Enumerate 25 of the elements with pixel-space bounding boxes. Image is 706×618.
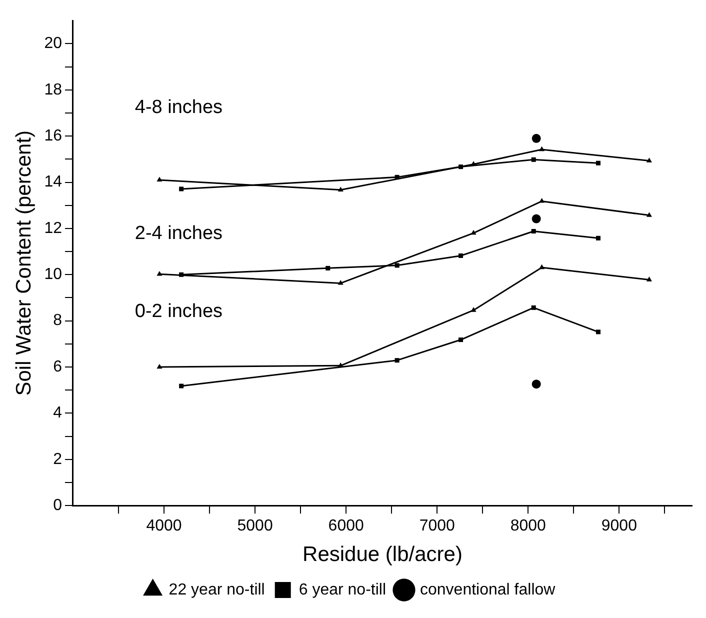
x-tick-label: 7000 (419, 518, 456, 535)
x-tick-label: 4000 (146, 518, 182, 535)
y-tick-label: 20 (44, 35, 62, 52)
x-tick-label: 9000 (601, 518, 638, 535)
x-axis-title: Residue (lb/acre) (302, 543, 462, 566)
legend-label: 22 year no-till (168, 581, 265, 598)
annotation: 2-4 inches (134, 223, 223, 244)
y-tick-label: 12 (44, 220, 62, 237)
x-tick-label: 6000 (328, 518, 364, 535)
y-tick-label: 0 (53, 497, 62, 514)
y-tick-label: 8 (53, 312, 62, 330)
y-tick-label: 18 (44, 81, 62, 98)
x-tick-label: 5000 (237, 518, 273, 535)
y-tick-label: 2 (53, 450, 62, 468)
x-tick-label: 8000 (510, 518, 546, 535)
annotation: 0-2 inches (134, 300, 223, 322)
y-tick-label: 6 (53, 358, 62, 376)
annotation: 4-8 inches (134, 97, 223, 118)
y-tick-label: 14 (44, 174, 62, 191)
y-tick-label: 4 (53, 404, 62, 422)
y-axis-title: Soil Water Content (percent) (12, 130, 36, 396)
y-tick-label: 16 (44, 127, 62, 144)
legend-label: 6 year no-till (298, 581, 386, 598)
y-tick-label: 10 (44, 266, 62, 284)
legend-label: conventional fallow (420, 581, 556, 598)
